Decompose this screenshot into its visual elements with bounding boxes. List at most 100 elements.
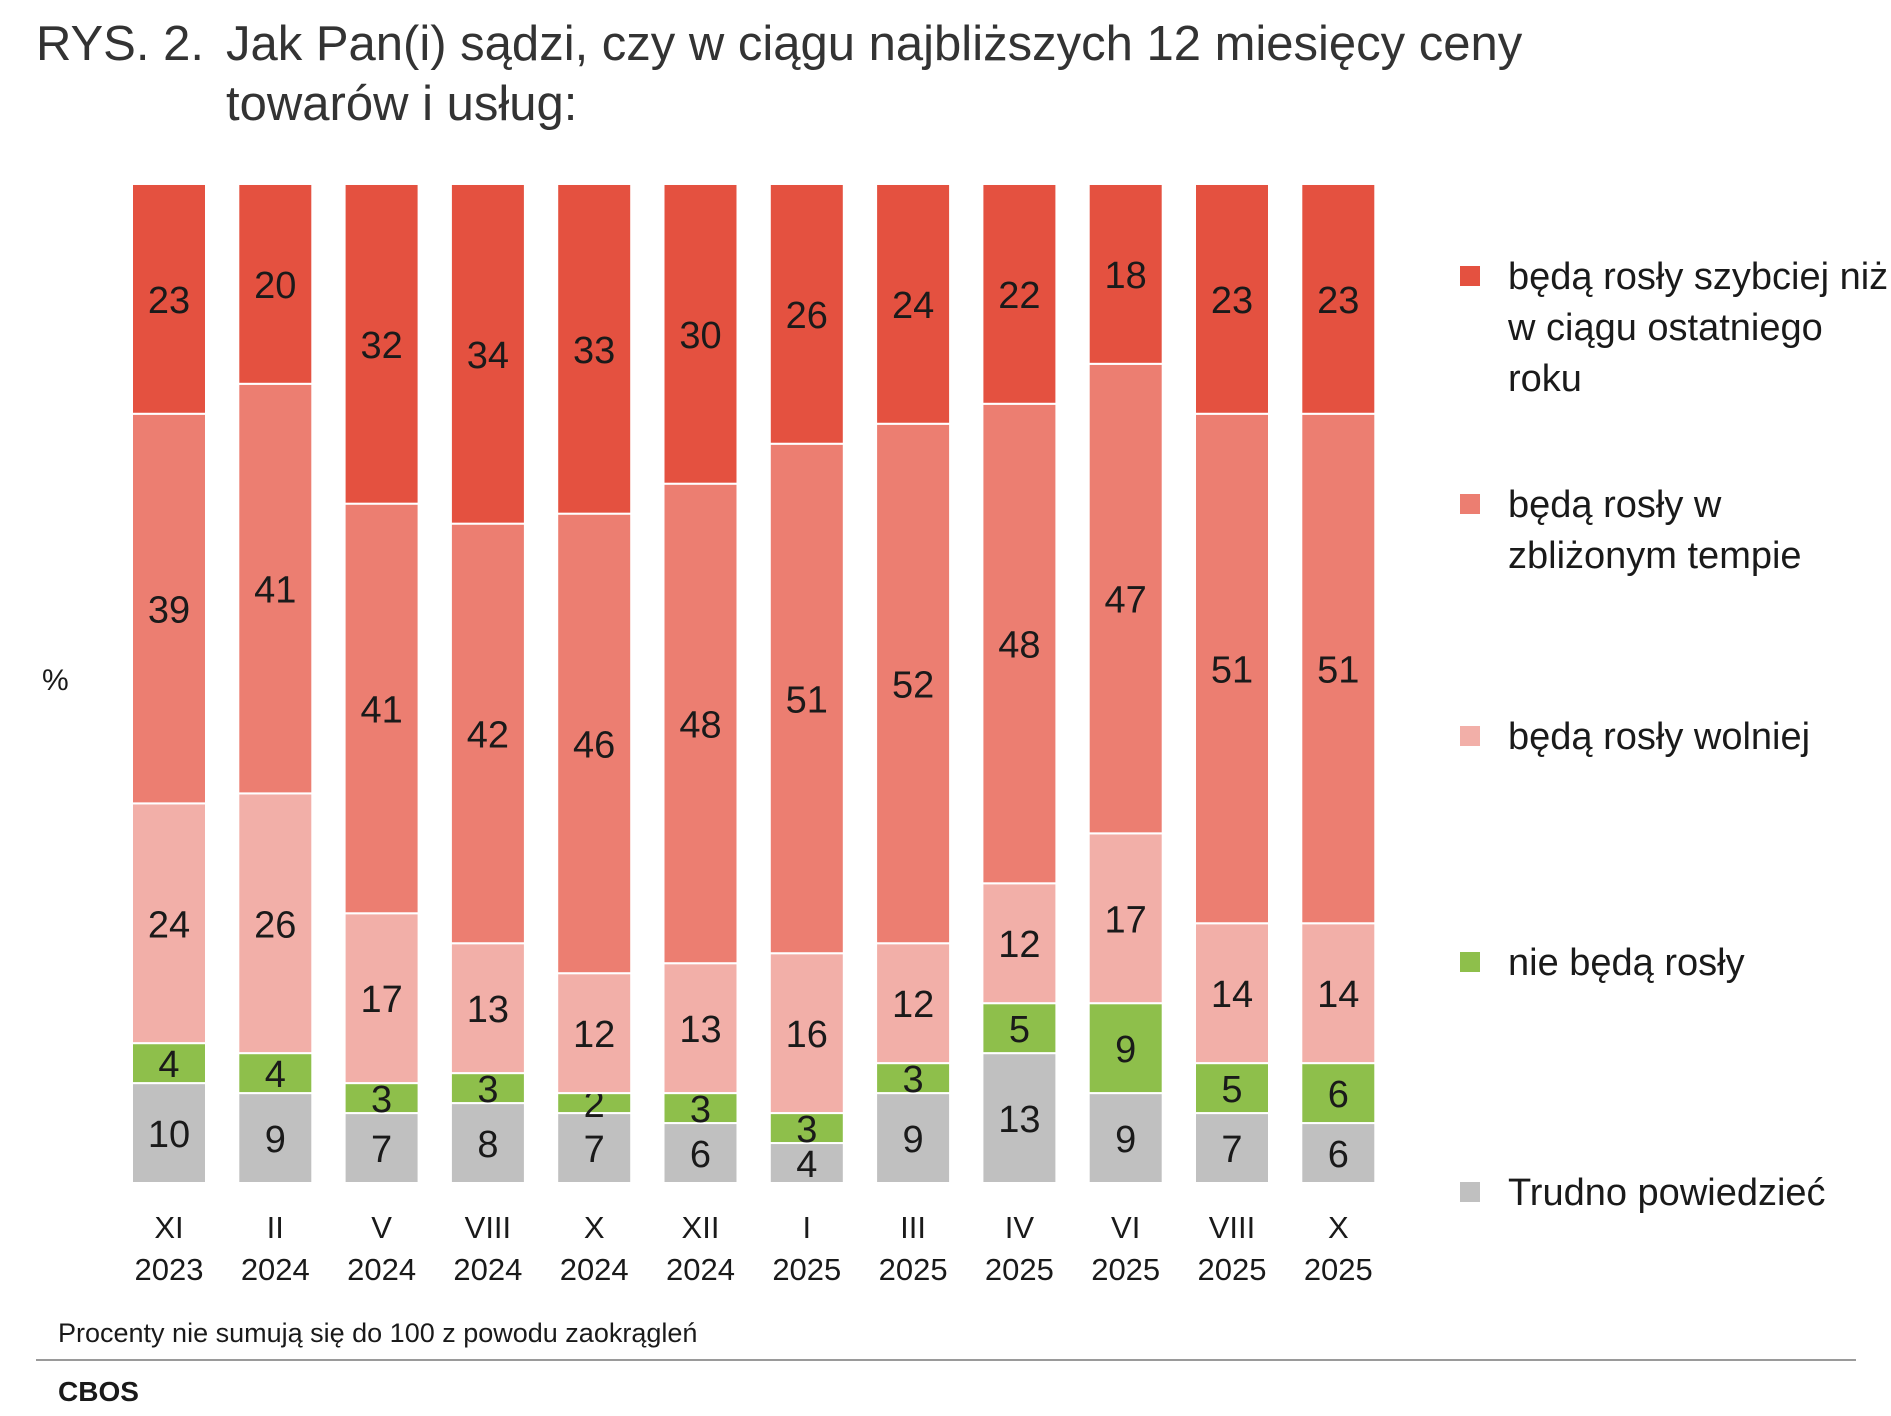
bar-segment: [662, 482, 739, 965]
data-label: 17: [1105, 899, 1147, 941]
bar-segment: [662, 1092, 739, 1125]
data-label: 12: [998, 924, 1040, 966]
legend-swatch: [1460, 494, 1480, 514]
x-tick-label: I: [802, 1210, 811, 1245]
bar-segment: [556, 182, 633, 515]
x-tick-label: VI: [1111, 1210, 1140, 1245]
data-label: 17: [360, 979, 402, 1021]
bar-segment: [768, 1112, 845, 1145]
data-label: 34: [467, 335, 509, 377]
bar-segment: [343, 1082, 420, 1115]
x-tick-label: 2024: [453, 1252, 522, 1287]
bar-segment: [1087, 1002, 1164, 1095]
x-tick-label: 2025: [985, 1252, 1054, 1287]
legend-item: będą rosły wolniej: [1460, 712, 1891, 763]
bar-segment: [556, 1112, 633, 1185]
figure-number: RYS. 2.: [36, 17, 204, 71]
data-label: 24: [892, 285, 934, 327]
data-label: 18: [1105, 255, 1147, 297]
x-tick-label: 2024: [347, 1252, 416, 1287]
bar-segment: [1087, 1092, 1164, 1184]
bar-segment: [343, 502, 420, 915]
data-label: 48: [679, 704, 721, 746]
bar-segment: [768, 182, 845, 445]
legend-label: nie będą rosły: [1508, 942, 1745, 984]
bar-segment: [875, 1092, 952, 1184]
data-label: 48: [998, 625, 1040, 667]
data-label: 4: [796, 1144, 817, 1186]
bar-segment: [343, 1112, 420, 1185]
data-label: 42: [467, 714, 509, 756]
bar-segment: [875, 422, 952, 945]
bar-segment: [237, 792, 314, 1055]
data-label: 6: [1328, 1074, 1349, 1116]
bar-segment: [1300, 1062, 1377, 1125]
data-label: 47: [1105, 580, 1147, 622]
legend-swatch: [1460, 726, 1480, 746]
data-label: 9: [265, 1119, 286, 1161]
data-label: 52: [892, 664, 934, 706]
data-label: 13: [467, 989, 509, 1031]
bar-segment: [131, 182, 207, 415]
data-label: 3: [690, 1089, 711, 1131]
divider: [36, 1359, 1856, 1361]
data-label: 41: [360, 689, 402, 731]
data-label: 4: [158, 1044, 179, 1086]
bar-segment: [237, 1052, 314, 1095]
data-label: 10: [148, 1114, 190, 1156]
data-label: 12: [892, 984, 934, 1026]
data-label: 3: [903, 1059, 924, 1101]
data-label: 16: [786, 1014, 828, 1056]
x-tick-label: 2025: [1091, 1252, 1160, 1287]
bar-segment: [981, 882, 1058, 1005]
bar-segment: [662, 1122, 739, 1185]
x-tick-label: 2025: [879, 1252, 948, 1287]
data-label: 32: [360, 325, 402, 367]
bar-segment: [1194, 1062, 1270, 1115]
bar-segment: [1087, 182, 1164, 365]
data-label: 14: [1317, 974, 1359, 1016]
bar-segment: [237, 182, 314, 385]
legend-swatch: [1460, 1182, 1480, 1202]
bar-segment: [343, 182, 420, 505]
x-tick-label: XII: [682, 1210, 720, 1245]
data-label: 51: [786, 679, 828, 721]
x-tick-label: 2025: [772, 1252, 841, 1287]
bar-segment: [875, 942, 952, 1065]
data-label: 5: [1009, 1009, 1030, 1051]
bar-segment: [1194, 1112, 1270, 1185]
x-tick-label: 2024: [560, 1252, 629, 1287]
bar-segment: [449, 522, 526, 945]
legend-label: będą rosły szybciej niż w ciągu ostatnie…: [1508, 256, 1889, 400]
bar-segment: [449, 182, 526, 525]
data-label: 26: [254, 904, 296, 946]
x-tick-label: X: [1328, 1210, 1349, 1245]
data-label: 22: [998, 275, 1040, 317]
data-label: 51: [1211, 650, 1253, 692]
data-label: 33: [573, 330, 615, 372]
data-label: 9: [903, 1119, 924, 1161]
bar-segment: [875, 1062, 952, 1095]
data-label: 30: [679, 315, 721, 357]
data-label: 8: [477, 1124, 498, 1166]
data-label: 20: [254, 265, 296, 307]
bar-segment: [556, 972, 633, 1095]
data-label: 9: [1115, 1119, 1136, 1161]
x-tick-label: IV: [1005, 1210, 1035, 1245]
data-label: 14: [1211, 974, 1253, 1016]
data-label: 3: [796, 1109, 817, 1151]
data-label: 12: [573, 1014, 615, 1056]
data-label: 2: [584, 1084, 605, 1126]
footnote: Procenty nie sumują się do 100 z powodu …: [58, 1318, 698, 1348]
legend-item: nie będą rosły: [1460, 938, 1891, 989]
data-label: 3: [477, 1069, 498, 1111]
bar-segment: [662, 182, 739, 485]
data-label: 51: [1317, 650, 1359, 692]
data-label: 6: [690, 1134, 711, 1176]
data-label: 9: [1115, 1029, 1136, 1071]
stacked-bar-chart: 104243923XI202394264120II202473174132V20…: [131, 182, 1377, 1287]
x-tick-label: XI: [154, 1210, 183, 1245]
data-label: 24: [148, 904, 190, 946]
bar-segment: [981, 182, 1058, 405]
x-tick-label: VIII: [1209, 1210, 1256, 1245]
